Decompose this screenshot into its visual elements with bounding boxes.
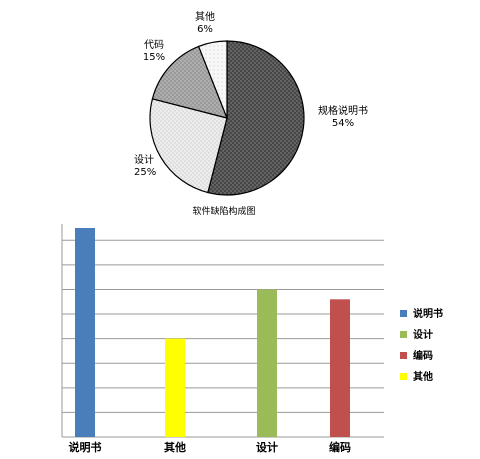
bar-1 xyxy=(165,338,185,437)
legend-label-2: 编码 xyxy=(413,349,433,362)
pie-percent-1: 25% xyxy=(134,167,156,178)
legend-swatch-3 xyxy=(400,373,407,380)
pie-chart-title: 软件缺陷构成图 xyxy=(192,205,255,217)
pie-slice-0 xyxy=(207,40,305,196)
pie-slice-2 xyxy=(151,45,228,119)
bar-2 xyxy=(257,289,277,437)
legend-swatch-0 xyxy=(400,310,407,317)
pie-percent-3: 6% xyxy=(197,24,213,35)
pie-label-2: 代码 xyxy=(144,39,164,51)
pie-percent-0: 54% xyxy=(332,118,354,129)
bar-0 xyxy=(75,228,95,437)
x-tick-label-3: 编码 xyxy=(329,440,351,454)
x-tick-label-2: 设计 xyxy=(256,440,278,454)
legend-label-3: 其他 xyxy=(413,370,433,383)
legend-label-0: 说明书 xyxy=(413,307,443,320)
legend-swatch-2 xyxy=(400,352,407,359)
pie-slice-1 xyxy=(149,98,228,194)
legend-swatch-1 xyxy=(400,331,407,338)
pie-label-3: 其他 xyxy=(195,10,215,23)
pie-label-0: 规格说明书 xyxy=(318,104,368,117)
legend-label-1: 设计 xyxy=(413,328,433,341)
bar-3 xyxy=(330,299,350,437)
x-tick-label-0: 说明书 xyxy=(69,440,102,454)
pie-slice-3 xyxy=(197,40,228,119)
pie-label-1: 设计 xyxy=(134,153,154,166)
pie-percent-2: 15% xyxy=(143,52,165,63)
x-tick-label-1: 其他 xyxy=(164,440,186,454)
